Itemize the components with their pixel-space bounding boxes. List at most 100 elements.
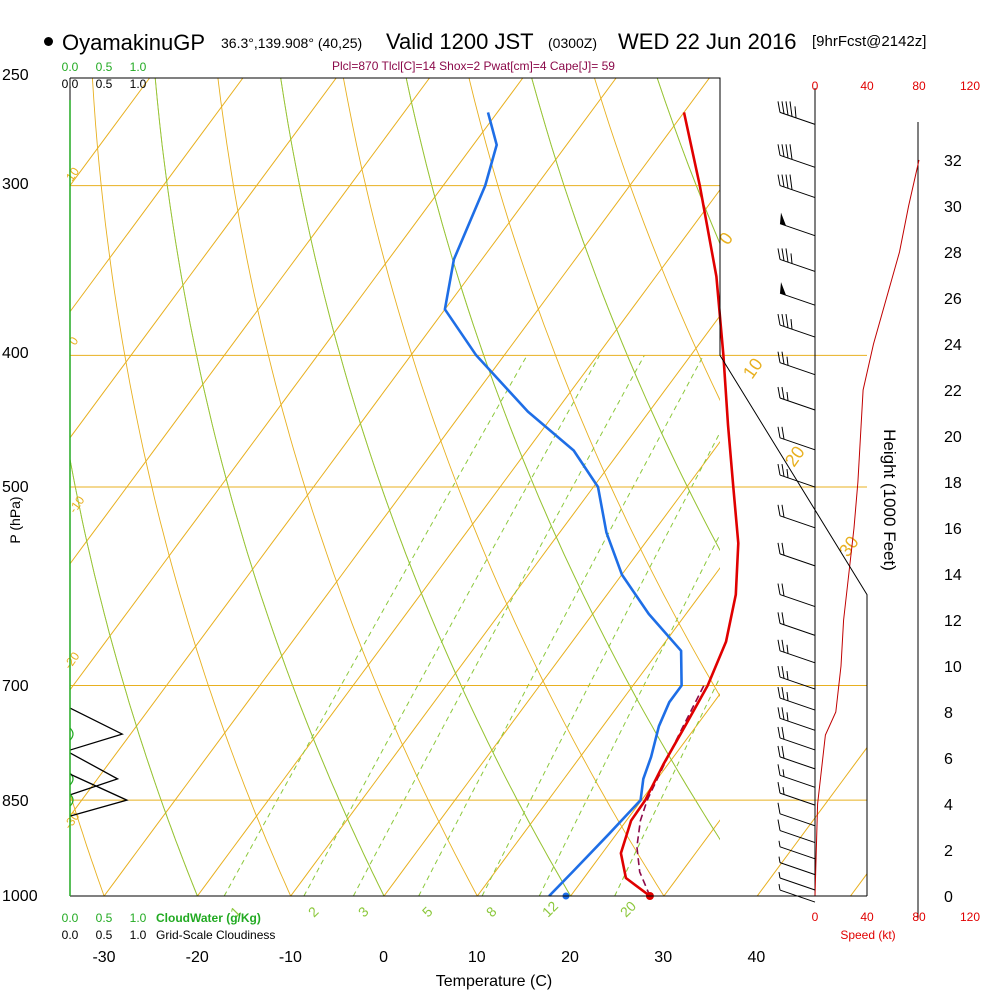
isotherm-label: 30 [835, 532, 863, 560]
wind-barb-half-flag [782, 787, 785, 795]
wind-barb-staff [779, 397, 816, 411]
wind-barb-flag [781, 174, 785, 188]
wind-barb-staff [779, 622, 816, 636]
wind-barb-staff [779, 515, 816, 529]
wind-barb-flag [789, 144, 793, 160]
cloud-water-tick-bottom: 1.0 [130, 911, 147, 925]
wind-barb-flag [777, 504, 781, 516]
wind-barb [777, 764, 816, 788]
isotherm-line [103, 78, 710, 896]
height-tick-label: 20 [944, 429, 962, 446]
temperature-tick-label: 0 [379, 949, 388, 966]
isotherm-label: -20 [61, 649, 83, 672]
isotherm-line [851, 78, 1000, 896]
wind-barb [778, 871, 816, 891]
isotherm-label: 0 [715, 229, 737, 249]
temperature-tick-label: -10 [279, 949, 302, 966]
wind-barb-flag [781, 426, 785, 440]
cloud-water-mark [69, 793, 74, 807]
isotherm-line [70, 78, 430, 565]
wind-barb [777, 665, 816, 690]
wind-barb-flag [781, 583, 785, 597]
speed-height-profile [814, 159, 920, 897]
dry-adiabat-line [280, 78, 571, 896]
wind-barb-flag [781, 351, 785, 365]
x-axis-label: Temperature (C) [436, 973, 552, 990]
height-tick-label: 30 [944, 199, 962, 216]
dry-adiabat-line [594, 78, 720, 402]
valid-zulu: (0300Z) [548, 35, 598, 51]
wind-barb [777, 612, 816, 636]
dry-adiabat-line [91, 78, 292, 896]
speed-tick-label-bottom: 80 [912, 910, 926, 924]
cloudiness-tick-bottom: 0.0 [62, 928, 79, 942]
wind-barb-staff [779, 594, 816, 608]
pressure-tick-label: 300 [2, 176, 29, 193]
wind-barb-flag [777, 463, 781, 476]
wind-barb-flag [781, 101, 785, 114]
wind-barb-flag [781, 386, 785, 400]
wind-barb-flag [781, 248, 785, 261]
pressure-tick-label: 500 [2, 479, 29, 496]
height-tick-label: 26 [944, 291, 962, 308]
mixing-ratio-label: 3 [355, 903, 372, 920]
speed-tick-label-bottom: 0 [812, 910, 819, 924]
wind-barb-flag [777, 819, 781, 831]
dry-adiabat-line [217, 78, 478, 896]
speed-tick-label-bottom: 120 [960, 910, 980, 924]
y-axis-label: P (hPa) [7, 496, 23, 543]
wind-barb-staff [779, 717, 816, 731]
wind-barb-flag [777, 313, 781, 326]
cloud-water-mark [69, 727, 74, 741]
wind-barb [777, 819, 816, 844]
temperature-profile-line [619, 112, 740, 898]
wind-barb-flag [781, 639, 785, 653]
height-tick-label: 14 [944, 567, 962, 584]
wind-barb-flag [781, 504, 785, 518]
profiles [443, 112, 740, 900]
wind-barb-staff [779, 362, 816, 376]
cloudiness-peak [69, 707, 124, 751]
wind-barb-flag [777, 386, 781, 399]
wind-barb [777, 745, 816, 770]
cloud-water-tick-top: 0.5 [96, 60, 113, 74]
mixing-ratio-line [614, 676, 720, 896]
cloud-water-tick-top: 0.0 [62, 60, 79, 74]
wind-barb [777, 707, 816, 731]
wind-barb-flag [785, 313, 789, 328]
isotherm-label: 10 [63, 164, 82, 183]
wind-barb-flag [777, 174, 781, 186]
cloudiness-label: Grid-Scale Cloudiness [156, 928, 275, 942]
isotherm-line [70, 78, 524, 691]
wind-barb [777, 802, 816, 827]
speed-tick-label-top: 0 [812, 79, 819, 93]
mixing-ratio-label: 20 [617, 898, 639, 920]
wind-barb-staff [779, 862, 816, 876]
dry-adiabat-line [154, 78, 385, 896]
wind-barb [777, 313, 816, 338]
wind-barb [777, 101, 816, 125]
wind-barb-flag [777, 802, 781, 814]
isotherm-label: 0 [66, 334, 81, 348]
mixing-ratio-line [418, 355, 704, 896]
wind-barb-staff [779, 223, 816, 237]
station-coords: 36.3°,139.908° (40,25) [221, 35, 363, 51]
height-tick-label: 18 [944, 475, 962, 492]
speed-axis-label: Speed (kt) [840, 928, 895, 942]
wind-barb-flag [777, 542, 781, 554]
wind-barb [777, 351, 816, 376]
valid-time: Valid 1200 JST [386, 29, 534, 54]
wind-barb-flag [777, 351, 781, 363]
wind-barb [777, 504, 816, 529]
wind-barb-flag [777, 745, 781, 757]
isotherm-label: 10 [739, 354, 767, 382]
wind-barb-flag [781, 542, 785, 556]
temperature-tick-label: 20 [561, 949, 579, 966]
height-tick-label: 10 [944, 659, 962, 676]
wind-barb-staff [779, 185, 816, 199]
wind-barb [777, 144, 816, 168]
height-tick-label: 12 [944, 613, 962, 630]
temperature-tick-label: 40 [748, 949, 766, 966]
chart-frame [69, 77, 868, 897]
